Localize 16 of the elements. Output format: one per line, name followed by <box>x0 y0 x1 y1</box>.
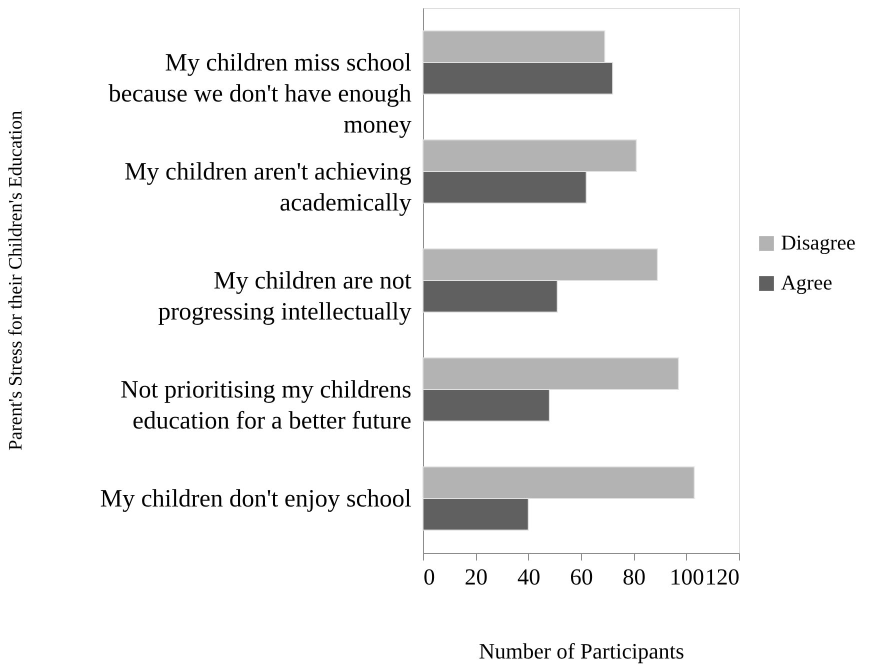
x-tick-label: 60 <box>570 564 593 590</box>
y-tick-label: My children are not progressing intellectually <box>158 268 412 326</box>
x-tick-label: 120 <box>705 564 740 590</box>
y-tick-label: Not prioritising my childrens education for a better future <box>120 376 412 434</box>
x-tick-label: 0 <box>424 564 435 590</box>
y-axis-title: Parent's Stress for their Children's Education <box>6 110 26 450</box>
x-tick-label: 80 <box>622 564 646 590</box>
x-tick-label: 40 <box>517 564 540 590</box>
y-tick-label: My children miss school because we don't have enough money <box>108 50 412 138</box>
y-tick-label: My children aren't achieving academically <box>124 158 412 216</box>
x-tick-label: 100 <box>670 564 704 590</box>
x-tick-label: 20 <box>464 564 488 590</box>
legend-label: Agree <box>781 270 832 294</box>
x-axis-title: Number of Participants <box>478 638 684 664</box>
legend-label: Disagree <box>781 230 856 254</box>
y-tick-label: My children don't enjoy school <box>100 486 412 512</box>
